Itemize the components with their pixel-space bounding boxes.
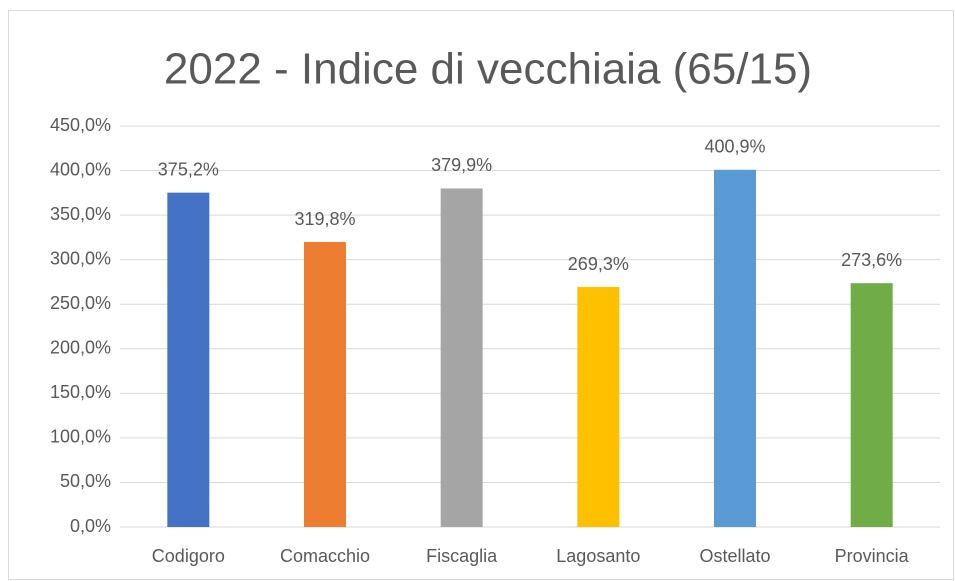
x-tick-label: Provincia [835, 546, 910, 566]
x-tick-label: Lagosanto [556, 546, 640, 566]
y-tick-label: 0,0% [70, 516, 111, 536]
y-tick-label: 200,0% [50, 338, 111, 358]
y-tick-label: 400,0% [50, 159, 111, 179]
data-label: 273,6% [841, 250, 902, 270]
bar [167, 192, 210, 528]
y-tick-label: 300,0% [50, 248, 111, 268]
x-tick-label: Codigoro [152, 546, 225, 566]
x-tick-label: Comacchio [280, 546, 370, 566]
y-tick-label: 350,0% [50, 204, 111, 224]
chart-title: 2022 - Indice di vecchiaia (65/15) [164, 45, 812, 94]
data-label: 379,9% [431, 155, 492, 175]
y-tick-label: 150,0% [50, 382, 111, 402]
y-tick-label: 50,0% [60, 471, 111, 491]
bar [714, 169, 756, 528]
bar [304, 242, 346, 528]
data-label: 375,2% [158, 159, 219, 179]
bar [850, 283, 893, 527]
bar [577, 287, 620, 527]
x-tick-label: Ostellato [699, 546, 770, 566]
bar [440, 188, 483, 527]
data-label: 269,3% [568, 254, 629, 274]
y-tick-label: 450,0% [50, 115, 111, 135]
data-label: 319,8% [294, 209, 355, 229]
y-tick-label: 250,0% [50, 293, 111, 313]
x-tick-label: Fiscaglia [426, 546, 498, 566]
y-tick-label: 100,0% [50, 427, 111, 447]
data-label: 400,9% [704, 137, 765, 157]
